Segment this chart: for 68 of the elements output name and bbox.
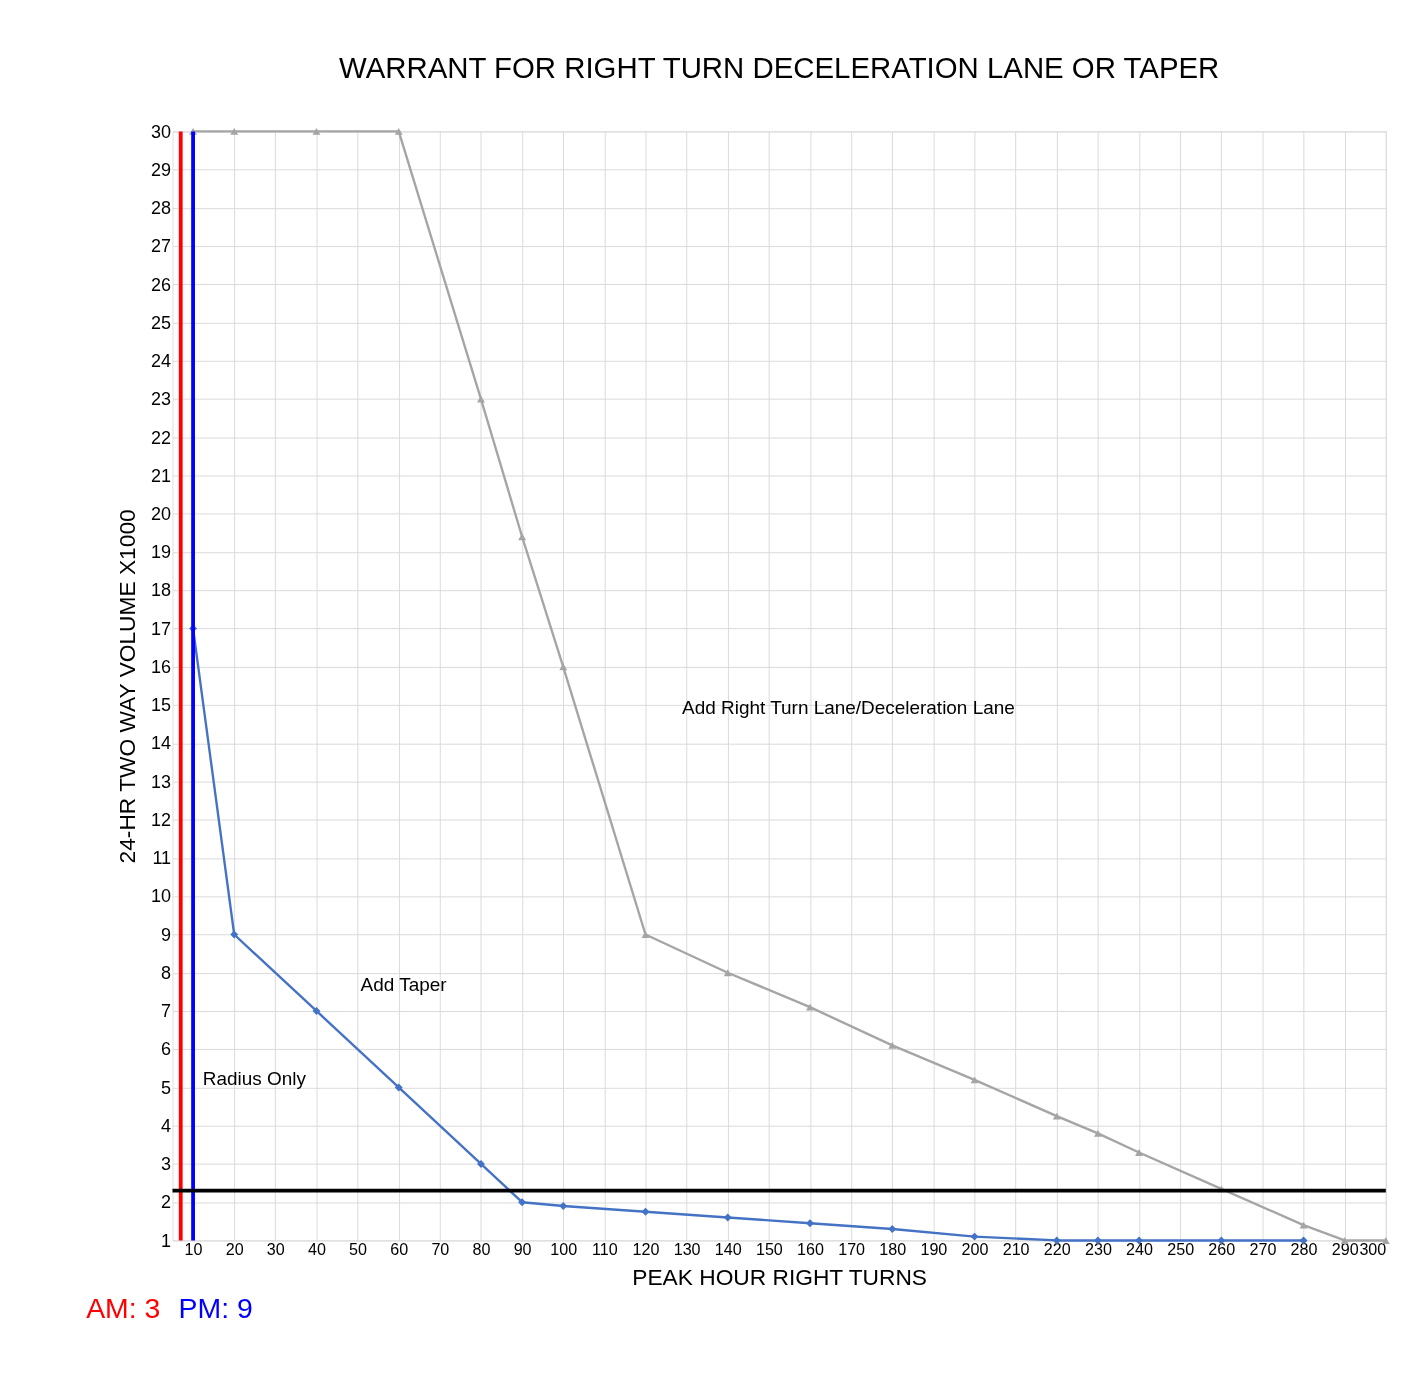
- x-tick-label: 260: [1208, 1240, 1236, 1259]
- x-tick-label: 290: [1331, 1240, 1359, 1259]
- x-tick-label: 90: [513, 1240, 532, 1259]
- x-tick-label: 270: [1249, 1240, 1277, 1259]
- y-tick-label: 2: [161, 1192, 172, 1213]
- x-tick-label: 10: [184, 1240, 203, 1259]
- y-tick-label: 5: [161, 1077, 172, 1098]
- x-tick-label: 140: [714, 1240, 742, 1259]
- y-tick-label: 16: [151, 656, 172, 677]
- x-tick-label: 120: [632, 1240, 660, 1259]
- annotation: Add Right Turn Lane/Deceleration Lane: [682, 696, 1015, 718]
- x-tick-label: 210: [1002, 1240, 1030, 1259]
- y-tick-label: 10: [151, 886, 172, 907]
- y-tick-label: 1: [161, 1230, 172, 1251]
- x-tick-label: 20: [225, 1240, 244, 1259]
- y-tick-label: 18: [151, 580, 172, 601]
- x-tick-label: 150: [755, 1240, 783, 1259]
- y-tick-label: 26: [151, 274, 172, 295]
- y-tick-label: 20: [151, 503, 172, 524]
- y-tick-label: 29: [151, 159, 172, 180]
- x-tick-label: 30: [266, 1240, 285, 1259]
- y-tick-label: 28: [151, 198, 172, 219]
- y-tick-label: 12: [151, 809, 172, 830]
- x-tick-label: 50: [349, 1240, 368, 1259]
- x-tick-label: 170: [838, 1240, 866, 1259]
- y-tick-label: 14: [151, 733, 172, 754]
- chart-title: WARRANT FOR RIGHT TURN DECELERATION LANE OR TAPER: [339, 51, 1220, 85]
- y-tick-label: 25: [151, 312, 172, 333]
- x-tick-label: 240: [1126, 1240, 1153, 1259]
- x-axis-title: PEAK HOUR RIGHT TURNS: [632, 1264, 928, 1291]
- y-tick-label: 11: [152, 848, 172, 869]
- x-tick-label: 110: [592, 1240, 618, 1259]
- annotation: Add Taper: [360, 974, 447, 996]
- y-tick-label: 7: [161, 1001, 172, 1022]
- x-tick-label: 230: [1084, 1240, 1112, 1259]
- x-tick-label: 100: [550, 1240, 578, 1259]
- y-tick-label: 21: [151, 465, 172, 486]
- y-tick-label: 30: [151, 121, 172, 142]
- y-tick-label: 19: [151, 542, 172, 563]
- x-tick-label: 280: [1290, 1240, 1318, 1259]
- y-tick-label: 6: [161, 1039, 172, 1060]
- y-tick-label: 4: [161, 1115, 172, 1136]
- y-tick-label: 27: [151, 236, 172, 257]
- y-tick-label: 13: [151, 771, 172, 792]
- annotation: Radius Only: [202, 1068, 307, 1090]
- x-tick-label: 250: [1167, 1240, 1195, 1259]
- y-tick-label: 9: [161, 924, 172, 945]
- text: PM: 9: [178, 1291, 253, 1324]
- y-tick-label: 17: [151, 618, 172, 639]
- y-tick-label: 24: [151, 351, 172, 372]
- x-tick-label: 220: [1043, 1240, 1071, 1259]
- x-tick-label: 70: [431, 1240, 450, 1259]
- x-tick-label: 40: [307, 1240, 326, 1259]
- x-tick-label: 180: [879, 1240, 907, 1259]
- y-tick-label: 8: [161, 962, 172, 983]
- y-tick-label: 15: [151, 695, 172, 716]
- y-axis-title: 24-HR TWO WAY VOLUME X1000: [113, 509, 140, 864]
- text: AM: 3: [86, 1291, 161, 1324]
- x-tick-label: 300: [1359, 1240, 1387, 1259]
- x-tick-label: 60: [390, 1240, 409, 1259]
- x-tick-label: 80: [472, 1240, 491, 1259]
- x-tick-label: 190: [920, 1240, 948, 1259]
- y-tick-label: 22: [151, 427, 172, 448]
- y-tick-label: 3: [161, 1154, 172, 1175]
- x-tick-label: 200: [961, 1240, 989, 1259]
- x-tick-label: 130: [673, 1240, 701, 1259]
- y-tick-label: 23: [151, 389, 172, 410]
- x-tick-label: 160: [797, 1240, 824, 1259]
